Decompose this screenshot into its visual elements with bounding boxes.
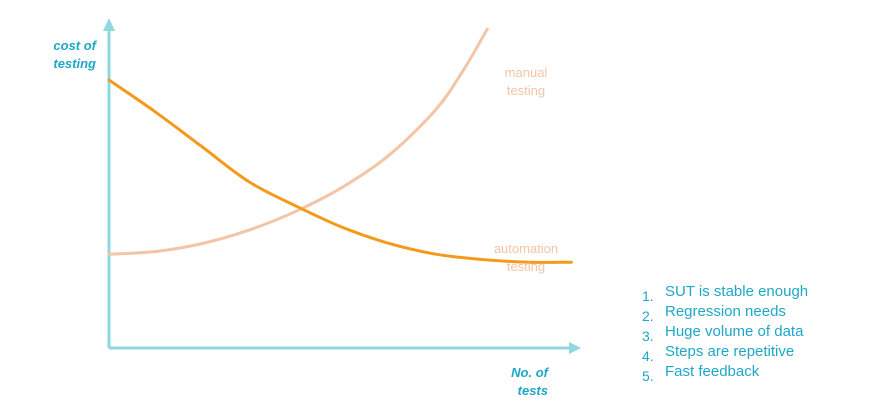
list-item-number: 1. [642, 288, 654, 304]
list-item-number: 2. [642, 308, 654, 324]
list-item-number: 5. [642, 368, 654, 384]
x-axis-title: No. of tests [511, 365, 548, 398]
list-item-number: 3. [642, 328, 654, 344]
list-item: 2. Regression needs [640, 302, 880, 324]
axes [103, 18, 581, 354]
list-item-text: Regression needs [665, 303, 786, 320]
list-item-number: 4. [642, 348, 654, 364]
x-axis-arrow-icon [569, 342, 581, 354]
manual-testing-curve [107, 27, 489, 256]
list-item-text: Steps are repetitive [665, 343, 795, 360]
list-item-text: SUT is stable enough [665, 283, 809, 300]
curves [107, 27, 573, 264]
list-item-text: Fast feedback [665, 363, 760, 380]
list-item-text: Huge volume of data [665, 323, 804, 340]
list-item: 3. Huge volume of data [640, 322, 880, 344]
y-axis-title: cost of testing [53, 38, 96, 71]
manual-testing-label: manual testing [504, 65, 548, 98]
list-item: 5. Fast feedback [640, 362, 880, 384]
list-item: 1. SUT is stable enough [640, 282, 880, 304]
list-item: 4. Steps are repetitive [640, 342, 880, 364]
automation-reasons-list: 1. SUT is stable enough 2. Regression ne… [640, 282, 880, 384]
automation-testing-label: automation testing [493, 241, 559, 274]
automation-testing-curve [107, 78, 573, 264]
y-axis-arrow-icon [103, 18, 115, 31]
